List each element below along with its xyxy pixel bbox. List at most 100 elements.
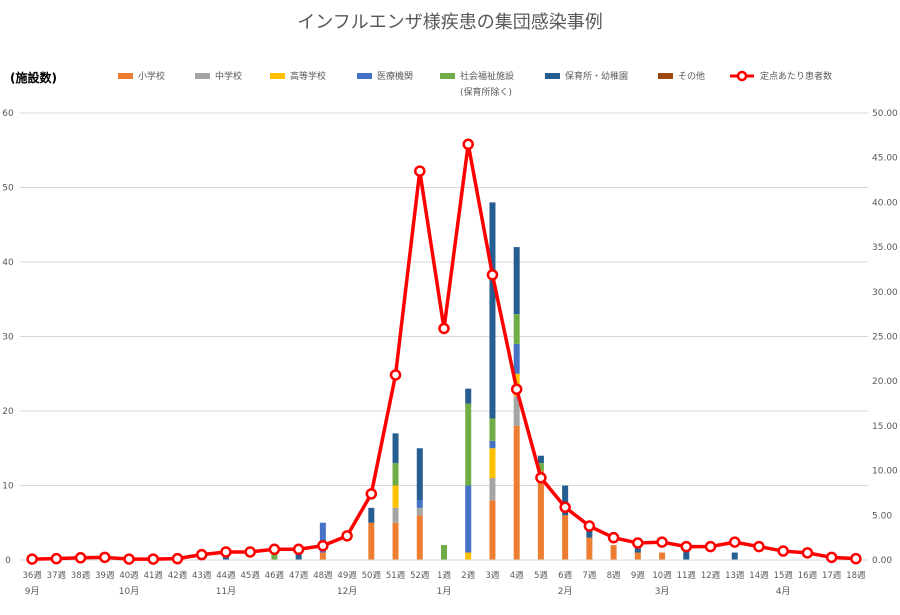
month-label: 9月	[25, 586, 40, 597]
x-tick-label: 39週	[95, 571, 115, 581]
gridlines	[20, 112, 868, 486]
x-tick-label: 4週	[510, 571, 524, 581]
line-point	[656, 536, 668, 548]
bar-segment	[513, 396, 520, 426]
month-label: 3月	[655, 586, 670, 597]
line-point	[317, 539, 329, 552]
bar-segment	[489, 448, 496, 479]
line-point	[268, 543, 281, 556]
x-tick-label: 7週	[582, 571, 596, 581]
x-tick-label: 14週	[749, 571, 769, 581]
legend-label: その他	[678, 70, 705, 82]
legend: 小学校 中学校 高等学校 医療機関 社会福祉施設 (保育所除く) 保育所・幼稚園 その他 定点あ…	[118, 70, 832, 98]
x-tick-label: 52週	[410, 571, 430, 581]
bar-segment	[537, 463, 544, 471]
y2-tick-label: 35.00	[872, 243, 898, 253]
y-tick-label: 20	[2, 407, 14, 417]
patients-line	[26, 138, 862, 565]
line-point	[244, 546, 256, 558]
month-label: 11月	[216, 586, 236, 597]
y-tick-label: 60	[2, 109, 14, 119]
bar-segment	[392, 463, 399, 486]
x-tick-label: 50週	[362, 571, 382, 581]
line-point	[220, 546, 232, 558]
x-tick-label: 45週	[241, 571, 261, 581]
bar-segment	[392, 507, 399, 523]
y2-tick-label: 25.00	[872, 333, 898, 343]
y2-tick-label: 45.00	[872, 154, 898, 164]
line-point	[728, 536, 741, 548]
y2-tick-label: 20.00	[872, 377, 898, 387]
bar-segment	[537, 455, 544, 464]
legend-label: 定点あたり患者数	[760, 70, 832, 82]
bar-segment	[683, 545, 690, 560]
bar-segment	[586, 530, 593, 538]
x-tick-label: 43週	[192, 571, 212, 581]
bar-segment	[513, 314, 520, 344]
x-tick-label: 47週	[289, 571, 309, 581]
line-point	[510, 383, 523, 395]
line-point	[801, 547, 814, 559]
bar-segment	[634, 552, 641, 560]
bar-segment	[489, 478, 496, 501]
bar-segment	[368, 522, 375, 560]
x-tick-label: 42週	[168, 571, 188, 581]
bar-segment	[368, 507, 375, 523]
x-tick-label: 12週	[701, 571, 721, 581]
y2-tick-label: 40.00	[872, 198, 898, 208]
bar-segment	[392, 485, 399, 508]
line-point	[462, 138, 474, 151]
y-tick-label: 40	[2, 258, 14, 268]
line-point	[583, 520, 596, 532]
bar-segment	[489, 202, 496, 419]
y2-tick-label: 15.00	[872, 422, 898, 432]
legend-swatch	[440, 73, 455, 79]
x-tick-label: 17週	[822, 571, 842, 581]
line-point	[704, 540, 717, 553]
x-tick-label: 2週	[461, 571, 475, 581]
bar-segment	[319, 522, 326, 553]
y-tick-label: 0	[5, 556, 11, 566]
x-tick-label: 6週	[558, 571, 572, 581]
legend-swatch	[658, 73, 673, 79]
bar-segment	[295, 552, 302, 560]
month-labels: 9月 10月 11月 12月 1月 2月 3月 4月	[25, 586, 791, 597]
secondary-y-axis-ticks: 0.00 5.00 10.00 15.00 20.00 25.00 30.00 35.00 40…	[872, 109, 898, 566]
line-point	[559, 501, 571, 514]
x-tick-label: 9週	[631, 571, 645, 581]
bar-segment	[465, 485, 472, 553]
x-tick-label: 15週	[774, 571, 794, 581]
line-point	[365, 488, 378, 500]
x-tick-label: 36週	[22, 571, 42, 581]
line-point	[50, 552, 63, 565]
x-tick-label: 16週	[798, 571, 818, 581]
legend-label: 中学校	[215, 70, 242, 82]
line-point	[389, 369, 402, 381]
line-point	[414, 165, 426, 177]
legend-swatch	[195, 73, 210, 79]
bar-segment	[465, 552, 472, 560]
x-tick-label: 3週	[485, 571, 499, 581]
x-axis-ticks: 36週 37週 38週 39週 40週 41週 42週 43週 44週 45週 46週 47週 48週 4…	[22, 571, 866, 581]
x-tick-label: 49週	[337, 571, 357, 581]
bar-segment	[465, 388, 472, 404]
bar-segment	[634, 545, 641, 553]
chart-title: インフルエンザ様疾患の集団感染事例	[297, 12, 602, 33]
legend-label: 小学校	[138, 70, 165, 82]
line-point	[777, 545, 789, 557]
line-point	[171, 552, 184, 565]
x-tick-label: 38週	[71, 571, 91, 581]
bar-segment	[271, 552, 278, 560]
y-tick-label: 50	[2, 184, 14, 194]
month-label: 2月	[558, 586, 573, 597]
month-label: 12月	[337, 586, 357, 597]
x-tick-label: 8週	[607, 571, 621, 581]
y-tick-label: 10	[2, 482, 14, 492]
line-point	[607, 531, 620, 544]
month-label: 1月	[437, 586, 452, 597]
x-tick-label: 51週	[386, 571, 406, 581]
legend-swatch	[270, 73, 285, 79]
bar-segment	[416, 500, 423, 508]
bar-segment	[562, 515, 569, 560]
